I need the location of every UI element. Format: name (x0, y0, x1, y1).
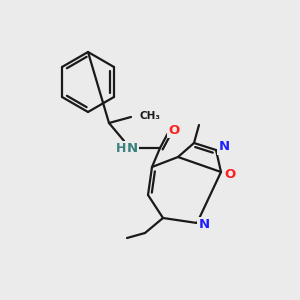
Text: O: O (224, 167, 236, 181)
Text: N: N (198, 218, 210, 232)
Text: O: O (168, 124, 180, 136)
Text: N: N (218, 140, 230, 154)
Text: N: N (126, 142, 138, 154)
Text: CH₃: CH₃ (140, 111, 161, 121)
Text: H: H (116, 142, 126, 155)
